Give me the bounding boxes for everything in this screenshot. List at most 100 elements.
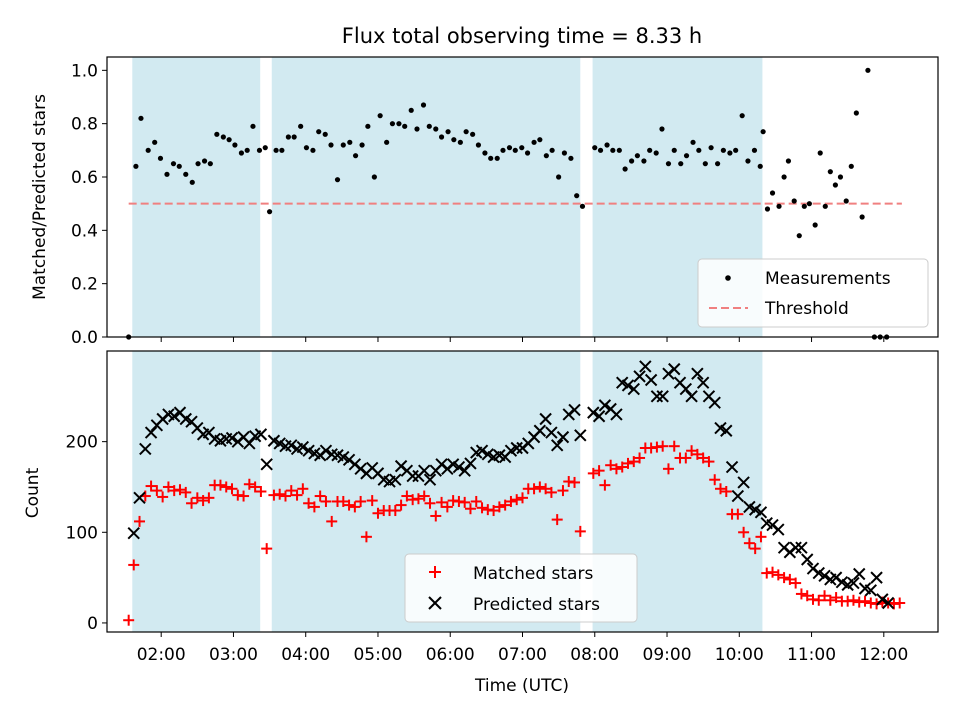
predicted-star-point: [510, 441, 523, 455]
measurement-point: [310, 147, 316, 153]
matched-star-point: [784, 573, 796, 585]
matched-star-point: [430, 510, 442, 522]
matched-star-point: [470, 495, 482, 507]
measurement-point: [683, 153, 690, 159]
measurement-point: [760, 129, 766, 135]
matched-star-point: [418, 490, 430, 502]
predicted-marker-b: [587, 406, 600, 419]
y-tick-label: 100: [66, 523, 98, 543]
matched-star-point: [285, 485, 297, 497]
bottom-x-axis: 02:00 03:00 04:00 05:00 06:00 07:00 08:00 09:00…: [137, 632, 908, 665]
predicted-star-point: [870, 571, 883, 584]
measurement-point: [238, 150, 245, 156]
predicted-marker-b: [737, 476, 750, 489]
y-tick-label: 0.4: [71, 221, 98, 241]
measurement-point: [482, 150, 488, 156]
measurement-point: [785, 158, 792, 164]
matched-star-point: [493, 501, 505, 513]
matched-star-point: [395, 499, 407, 511]
measurement-point: [616, 147, 622, 153]
measurement-point: [207, 161, 213, 167]
predicted-marker-b: [260, 458, 273, 471]
predicted-marker-b: [139, 442, 152, 456]
measurement-point: [291, 134, 297, 140]
predicted-star-point: [610, 408, 623, 421]
predicted-star-point: [127, 526, 140, 540]
matched-star-point: [372, 507, 384, 519]
predicted-star-point: [533, 424, 547, 437]
measurement-point: [556, 174, 562, 180]
measurement-point: [678, 161, 684, 167]
matched-star-point: [134, 515, 146, 527]
predicted-marker-b: [772, 523, 785, 536]
matched-star-point: [732, 508, 744, 520]
top-panel: 0.0 0.2 0.4 0.6 0.8 1.0 Matched/Predicted sta…: [30, 56, 939, 348]
matched-star-point: [151, 485, 163, 497]
measurement-point: [475, 142, 482, 148]
matched-star-point: [191, 492, 203, 504]
predicted-star-point: [406, 469, 419, 483]
predicted-marker-b: [748, 503, 762, 516]
measurement-point: [832, 182, 838, 188]
top-legend-box: [697, 258, 929, 328]
measurement-point: [250, 123, 256, 129]
predicted-marker-b: [679, 382, 693, 396]
predicted-marker-b: [650, 390, 664, 403]
predicted-star-point: [296, 440, 310, 454]
predicted-marker-b: [673, 376, 687, 389]
predicted-marker-b: [801, 553, 814, 566]
matched-star-point: [540, 483, 552, 495]
predicted-marker-b: [133, 491, 146, 505]
predicted-star-point: [592, 410, 606, 423]
predicted-marker-b: [208, 432, 221, 446]
legend-matched-marker: [429, 566, 441, 578]
matched-star-point: [714, 483, 726, 495]
predicted-marker-b: [225, 431, 239, 445]
predicted-star-point: [627, 382, 640, 396]
measurement-point: [451, 137, 457, 143]
predicted-star-point: [574, 429, 587, 442]
predicted-marker-b: [691, 367, 704, 380]
predicted-marker-b: [179, 412, 192, 426]
measurement-point: [671, 147, 677, 153]
measurement-point: [781, 174, 787, 180]
measurement-point: [279, 147, 285, 153]
predicted-marker-b: [185, 415, 198, 428]
predicted-star-point: [539, 412, 552, 426]
predicted-star-point: [144, 426, 158, 439]
predicted-star-point: [452, 460, 466, 474]
top-y-axis: 0.0 0.2 0.4 0.6 0.8 1.0: [71, 61, 107, 348]
x-tick-label: 10:00: [715, 645, 764, 665]
legend-predicted-label: Predicted stars: [473, 595, 600, 615]
predicted-marker-b: [325, 448, 338, 461]
measurement-point: [195, 161, 201, 167]
matched-star-point: [243, 478, 255, 490]
measurement-point: [610, 147, 616, 153]
predicted-star-point: [464, 457, 477, 470]
predicted-marker-b: [668, 362, 681, 376]
matched-star-point: [593, 465, 605, 477]
measurement-point: [543, 153, 549, 159]
matched-star-point: [174, 484, 186, 496]
predicted-marker-b: [296, 440, 310, 454]
matched-star-point: [545, 486, 557, 498]
matched-star-point: [551, 514, 563, 526]
predicted-marker-b: [656, 390, 669, 403]
predicted-marker-b: [858, 582, 872, 595]
measurement-point: [322, 131, 328, 137]
predicted-star-point: [243, 437, 256, 450]
measurement-point: [220, 134, 226, 140]
predicted-marker-b: [876, 593, 889, 606]
predicted-star-point: [319, 444, 333, 457]
measurement-point: [262, 145, 268, 151]
matched-star-point: [162, 481, 174, 493]
measurement-point: [334, 177, 341, 183]
matched-star-point: [123, 614, 135, 626]
predicted-star-point: [423, 473, 437, 486]
matched-star-point: [343, 499, 355, 511]
predicted-star-point: [818, 569, 831, 583]
measurement-point: [488, 155, 494, 161]
predicted-star-point: [133, 491, 146, 505]
predicted-marker-b: [714, 421, 727, 435]
predicted-star-point: [696, 376, 710, 389]
